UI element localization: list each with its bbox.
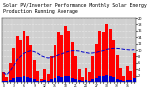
Bar <box>12 48 15 82</box>
Bar <box>36 71 39 82</box>
Bar <box>74 79 77 82</box>
Bar <box>26 36 29 82</box>
Bar <box>98 31 101 82</box>
Bar <box>5 77 8 82</box>
Bar <box>119 68 122 82</box>
Bar <box>2 72 5 82</box>
Bar <box>116 79 119 82</box>
Bar <box>109 29 112 82</box>
Bar <box>133 53 136 82</box>
Bar <box>43 80 46 82</box>
Bar <box>16 36 19 82</box>
Bar <box>67 31 70 82</box>
Bar <box>129 80 132 82</box>
Bar <box>54 78 56 82</box>
Bar <box>64 76 67 82</box>
Bar <box>133 78 136 82</box>
Bar <box>57 32 60 82</box>
Bar <box>9 80 12 82</box>
Bar <box>57 76 60 82</box>
Bar <box>85 80 88 82</box>
Bar <box>54 45 56 82</box>
Text: Solar PV/Inverter Performance Monthly Solar Energy Production Running Average: Solar PV/Inverter Performance Monthly So… <box>3 3 147 14</box>
Bar <box>19 40 22 82</box>
Bar <box>40 79 43 82</box>
Bar <box>105 75 108 82</box>
Bar <box>95 44 98 82</box>
Bar <box>102 76 105 82</box>
Bar <box>71 78 74 82</box>
Bar <box>50 79 53 82</box>
Bar <box>112 40 115 82</box>
Bar <box>33 79 36 82</box>
Bar <box>16 77 19 82</box>
Bar <box>29 78 32 82</box>
Bar <box>105 24 108 82</box>
Bar <box>98 76 101 82</box>
Bar <box>112 77 115 82</box>
Bar <box>47 74 50 82</box>
Bar <box>102 32 105 82</box>
Bar <box>2 81 5 82</box>
Bar <box>92 79 94 82</box>
Bar <box>81 81 84 82</box>
Bar <box>126 80 129 82</box>
Bar <box>12 78 15 82</box>
Bar <box>67 76 70 82</box>
Bar <box>78 80 81 82</box>
Bar <box>78 69 81 82</box>
Bar <box>9 63 12 82</box>
Bar <box>109 76 112 82</box>
Bar <box>95 78 98 82</box>
Bar <box>26 77 29 82</box>
Bar <box>40 81 43 82</box>
Bar <box>88 81 91 82</box>
Bar <box>122 76 125 82</box>
Bar <box>64 26 67 82</box>
Bar <box>119 80 122 82</box>
Bar <box>122 81 125 82</box>
Bar <box>5 81 8 82</box>
Bar <box>88 72 91 82</box>
Bar <box>60 35 63 82</box>
Bar <box>43 69 46 82</box>
Bar <box>36 81 39 82</box>
Bar <box>19 77 22 82</box>
Bar <box>92 56 94 82</box>
Bar <box>23 76 25 82</box>
Bar <box>81 77 84 82</box>
Bar <box>116 55 119 82</box>
Bar <box>126 66 129 82</box>
Bar <box>60 77 63 82</box>
Bar <box>33 60 36 82</box>
Bar <box>29 45 32 82</box>
Bar <box>85 68 88 82</box>
Bar <box>23 31 25 82</box>
Bar <box>71 42 74 82</box>
Bar <box>47 81 50 82</box>
Bar <box>129 71 132 82</box>
Bar <box>50 56 53 82</box>
Bar <box>74 56 77 82</box>
